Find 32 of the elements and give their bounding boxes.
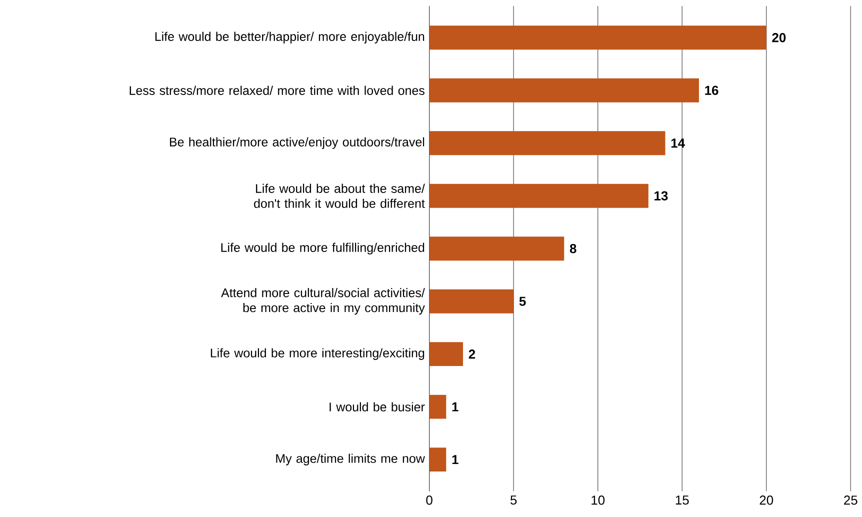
bar [429, 184, 648, 208]
x-tick-label: 5 [510, 495, 517, 505]
data-label: 16 [705, 86, 718, 95]
bar [429, 342, 464, 366]
x-tick-label: 10 [592, 495, 605, 505]
bar [429, 394, 446, 419]
y-tick-label: Life would be more interesting/exciting [210, 348, 424, 360]
data-label: 5 [519, 296, 526, 306]
y-tick-label: Be healthier/more active/enjoy outdoors/travel [170, 137, 424, 149]
data-label: 1 [452, 455, 458, 464]
bar [429, 448, 446, 472]
bar [429, 78, 699, 102]
bar [429, 131, 666, 156]
data-label: 2 [468, 349, 476, 359]
y-tick-label: Life would be more fulfilling/enriched [221, 242, 424, 254]
data-label: 20 [772, 32, 786, 42]
data-label: 13 [654, 191, 668, 200]
x-tick-label: 25 [844, 495, 858, 505]
y-tick-label: I would be busier [330, 402, 425, 412]
x-tick-label: 15 [676, 495, 689, 505]
y-tick-label: Attend more cultural/social activities/ be more active in my community [221, 288, 425, 315]
y-tick-label: Life would be better/happier/ more enjoyable/fun [155, 32, 424, 44]
bar [429, 236, 564, 260]
x-tick-label: 0 [426, 495, 432, 505]
data-label: 1 [452, 402, 458, 412]
data-label: 8 [570, 244, 576, 254]
y-tick-label: My age/time limits me now [276, 454, 425, 466]
y-tick-label: Life would be about the same/ don't think it would be different [254, 184, 425, 208]
bar [429, 289, 514, 314]
x-tick-label: 20 [760, 495, 774, 505]
bar [429, 26, 766, 50]
y-tick-label: Less stress/more relaxed/ more time with loved ones [130, 86, 424, 95]
